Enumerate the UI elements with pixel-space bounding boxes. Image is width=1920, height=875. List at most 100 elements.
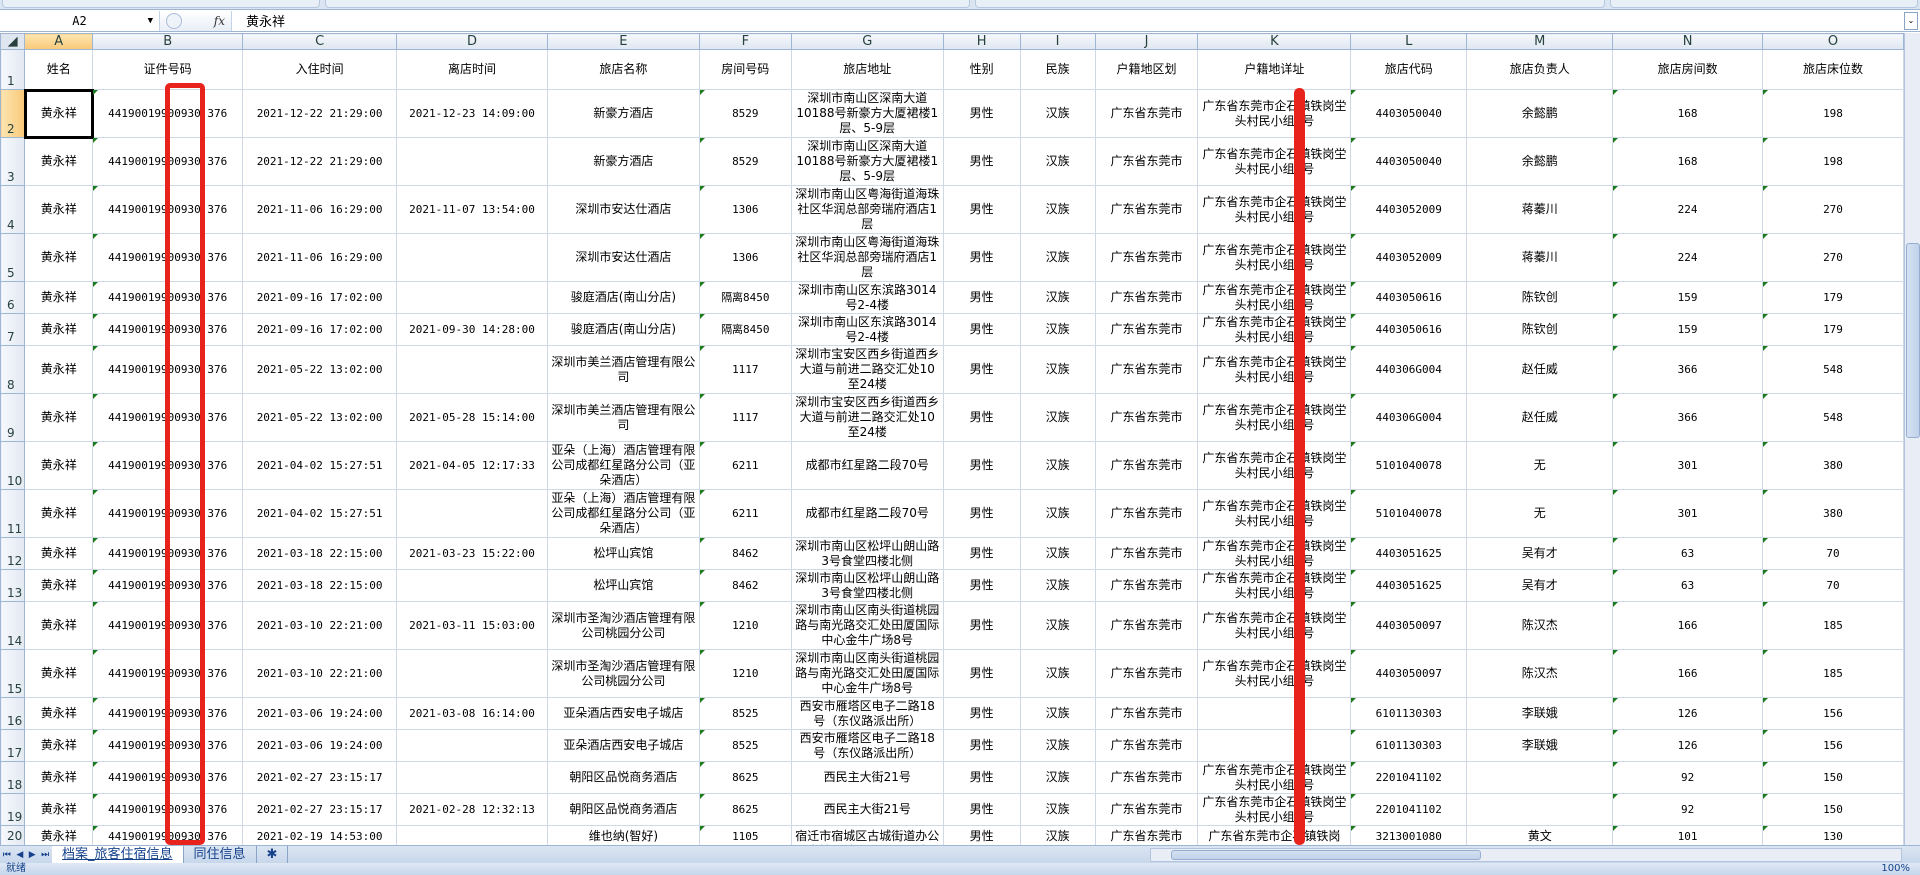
cell[interactable]: 185 <box>1762 649 1904 698</box>
cell[interactable]: 广东省东莞市 <box>1094 697 1199 730</box>
cell[interactable]: 深圳市圣淘沙酒店管理有限公司桃园分公司 <box>546 601 700 650</box>
cell[interactable]: 男性 <box>942 233 1021 282</box>
column-header-A[interactable]: A <box>24 33 94 50</box>
column-header-B[interactable]: B <box>92 33 244 50</box>
cell[interactable]: 深圳市南山区松坪山朗山路3号食堂四楼北侧 <box>790 537 944 570</box>
cell[interactable]: 深圳市南山区粤海街道海珠社区华润总部旁瑞府酒店1层 <box>790 185 944 234</box>
cell[interactable]: 汉族 <box>1019 313 1096 346</box>
cell[interactable]: 2021-03-08 16:14:00 <box>396 697 548 730</box>
row-header[interactable]: 3 <box>0 137 26 186</box>
cell[interactable]: 8625 <box>698 793 792 826</box>
cell[interactable]: 2021-03-11 15:03:00 <box>396 601 548 650</box>
cell[interactable]: 广东省东莞市 <box>1094 793 1199 826</box>
row-header[interactable]: 19 <box>0 793 26 826</box>
cell[interactable]: 黄永祥 <box>24 697 94 730</box>
cell[interactable]: 广东省东莞市企石镇铁岗坣头村民小组0号 <box>1197 233 1352 282</box>
insert-function-icon[interactable]: fx <box>213 13 225 28</box>
cell[interactable] <box>396 489 548 538</box>
row-header[interactable]: 1 <box>0 49 26 90</box>
cell[interactable]: 1210 <box>698 649 792 698</box>
scroll-thumb[interactable] <box>1171 850 1481 860</box>
cell[interactable]: 2021-12-22 21:29:00 <box>242 89 398 138</box>
cell[interactable]: 深圳市安达仕酒店 <box>546 185 700 234</box>
cell[interactable]: 440306G004 <box>1350 345 1468 394</box>
cell[interactable]: 224 <box>1612 185 1764 234</box>
cell[interactable]: 男性 <box>942 281 1021 314</box>
cell[interactable]: 广东省东莞市 <box>1094 825 1199 845</box>
cell[interactable]: 深圳市南山区南头街道桃园路与南光路交汇处田厦国际中心金牛广场8号 <box>790 601 944 650</box>
formula-input[interactable]: 黄永祥 <box>246 15 286 30</box>
cell[interactable]: 成都市红星路二段70号 <box>790 441 944 490</box>
column-header-E[interactable]: E <box>546 33 700 50</box>
cell[interactable]: 2021-03-18 22:15:00 <box>242 537 398 570</box>
column-header-K[interactable]: K <box>1197 33 1352 50</box>
cell[interactable]: 301 <box>1612 489 1764 538</box>
cell[interactable]: 2021-11-06 16:29:00 <box>242 233 398 282</box>
cell[interactable]: 2201041102 <box>1350 761 1468 794</box>
cell[interactable]: 松坪山宾馆 <box>546 569 700 602</box>
cell[interactable]: 汉族 <box>1019 281 1096 314</box>
cell[interactable]: 男性 <box>942 345 1021 394</box>
cell[interactable]: 2021-03-06 19:24:00 <box>242 697 398 730</box>
sheet-tab-cohabitant[interactable]: 同住信息 <box>184 846 257 863</box>
cell[interactable]: 380 <box>1762 441 1904 490</box>
row-header[interactable]: 9 <box>0 393 26 442</box>
cell[interactable]: 301 <box>1612 441 1764 490</box>
cell[interactable]: 广东省东莞市 <box>1094 569 1199 602</box>
header-cell[interactable]: 入住时间 <box>242 49 398 90</box>
cell[interactable]: 4403051625 <box>1350 569 1468 602</box>
cell[interactable]: 440306G004 <box>1350 393 1468 442</box>
cell[interactable]: 黄永祥 <box>24 441 94 490</box>
cell[interactable]: 黄永祥 <box>24 313 94 346</box>
cell[interactable]: 1117 <box>698 345 792 394</box>
cell[interactable]: 广东省东莞市 <box>1094 137 1199 186</box>
cell[interactable]: 深圳市美兰酒店管理有限公司 <box>546 345 700 394</box>
cell[interactable]: 广东省东莞市企石镇铁岗坣头村民小组0号 <box>1197 393 1352 442</box>
cell[interactable]: 63 <box>1612 569 1764 602</box>
cell[interactable]: 深圳市圣淘沙酒店管理有限公司桃园分公司 <box>546 649 700 698</box>
cell[interactable]: 1105 <box>698 825 792 845</box>
column-header-N[interactable]: N <box>1612 33 1764 50</box>
cell[interactable]: 赵任威 <box>1466 393 1614 442</box>
cell[interactable]: 1117 <box>698 393 792 442</box>
header-cell[interactable]: 性别 <box>942 49 1021 90</box>
cell[interactable]: 广东省东莞市企石镇铁岗坣头村民小组0号 <box>1197 313 1352 346</box>
column-header-J[interactable]: J <box>1094 33 1199 50</box>
cell[interactable]: 198 <box>1762 137 1904 186</box>
cell[interactable]: 黄永祥 <box>24 601 94 650</box>
cell[interactable]: 2021-02-19 14:53:00 <box>242 825 398 845</box>
cell[interactable]: 2021-03-10 22:21:00 <box>242 601 398 650</box>
cell[interactable]: 8625 <box>698 761 792 794</box>
cell[interactable]: 广东省东莞市 <box>1094 233 1199 282</box>
cell[interactable]: 男性 <box>942 185 1021 234</box>
cell[interactable]: 广东省东莞市 <box>1094 601 1199 650</box>
cell[interactable]: 深圳市南山区东滨路3014号2-4楼 <box>790 281 944 314</box>
horizontal-scrollbar[interactable] <box>1150 848 1902 862</box>
cell[interactable] <box>396 761 548 794</box>
cell[interactable]: 蒋蓁川 <box>1466 233 1614 282</box>
cell[interactable]: 4403050040 <box>1350 137 1468 186</box>
header-cell[interactable]: 旅店负责人 <box>1466 49 1614 90</box>
cell[interactable]: 2021-02-27 23:15:17 <box>242 793 398 826</box>
cell[interactable]: 广东省东莞市企石镇铁岗坣头村民小组0号 <box>1197 761 1352 794</box>
cell[interactable]: 深圳市美兰酒店管理有限公司 <box>546 393 700 442</box>
cell[interactable]: 黄永祥 <box>24 761 94 794</box>
cell[interactable]: 广东省东莞市企石镇铁岗坣头村民小组0号 <box>1197 89 1352 138</box>
cell[interactable]: 156 <box>1762 697 1904 730</box>
cell[interactable]: 63 <box>1612 537 1764 570</box>
cell[interactable]: 深圳市南山区粤海街道海珠社区华润总部旁瑞府酒店1层 <box>790 233 944 282</box>
cell[interactable]: 汉族 <box>1019 393 1096 442</box>
cell[interactable]: 陈汉杰 <box>1466 601 1614 650</box>
header-cell[interactable]: 旅店代码 <box>1350 49 1468 90</box>
cell[interactable]: 汉族 <box>1019 489 1096 538</box>
cell[interactable]: 松坪山宾馆 <box>546 537 700 570</box>
cell[interactable]: 广东省东莞市企石镇铁岗坣头村民小组0号 <box>1197 793 1352 826</box>
column-header-L[interactable]: L <box>1350 33 1468 50</box>
cell[interactable]: 亚朵（上海）酒店管理有限公司成都红星路分公司（亚朵酒店） <box>546 489 700 538</box>
cell[interactable]: 广东省东莞市 <box>1094 313 1199 346</box>
cell[interactable] <box>1466 793 1614 826</box>
cell[interactable]: 5101040078 <box>1350 489 1468 538</box>
cell[interactable]: 汉族 <box>1019 137 1096 186</box>
cell[interactable]: 西民主大街21号 <box>790 761 944 794</box>
cell[interactable]: 广东省东莞市企石镇铁岗坣头村民小组0号 <box>1197 137 1352 186</box>
